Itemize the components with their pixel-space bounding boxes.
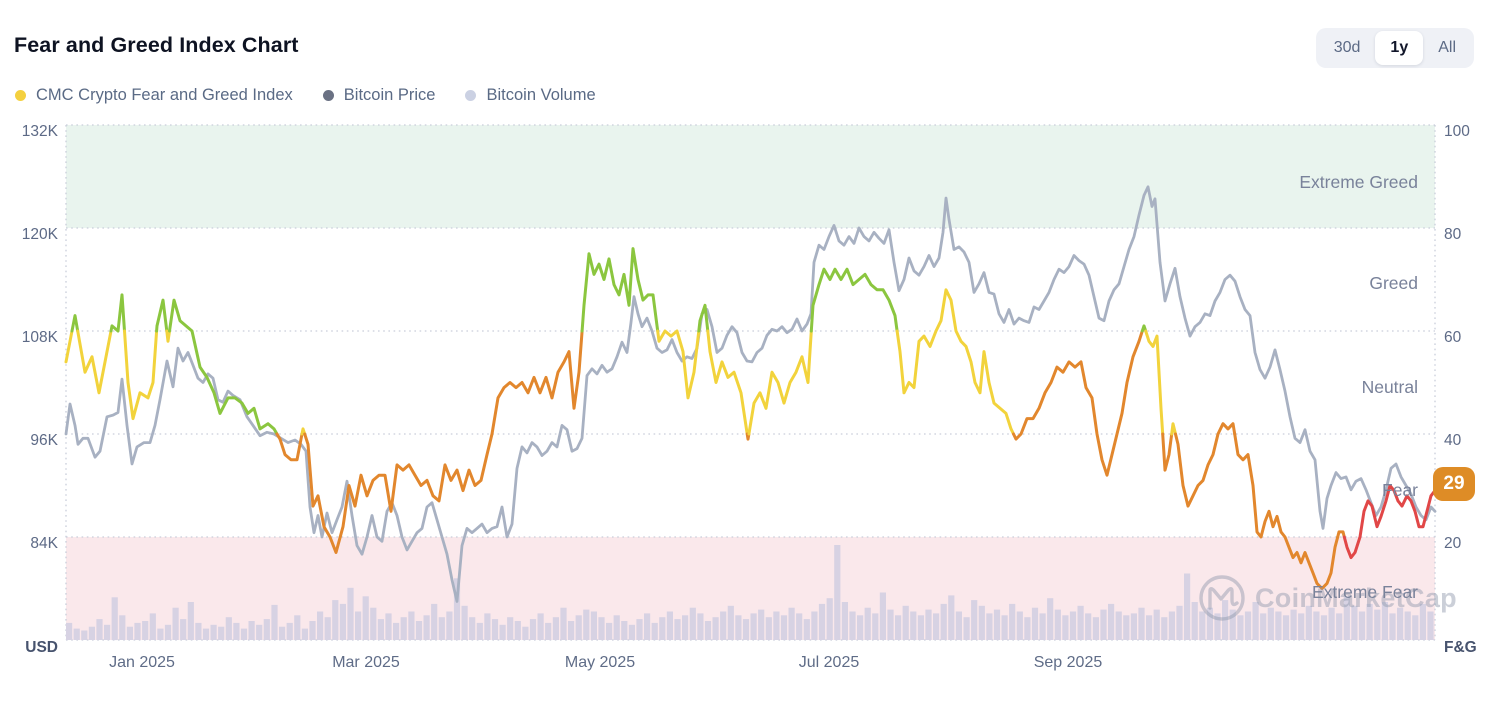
coinmarketcap-logo-icon [1199, 575, 1245, 621]
y-axis-usd-tick: 120K [21, 226, 58, 243]
legend-dot-icon [322, 90, 334, 101]
range-button-1y[interactable]: 1y [1375, 31, 1424, 65]
y-axis-fg-tick: 80 [1444, 226, 1462, 243]
y-axis-usd-tick: 132K [21, 123, 58, 140]
range-button-30d[interactable]: 30d [1333, 39, 1361, 56]
range-button-all[interactable]: All [1438, 39, 1456, 56]
x-axis-tick: Jan 2025 [109, 654, 175, 671]
legend-item-btc-volume[interactable]: Bitcoin Volume [465, 86, 596, 105]
x-axis-tick: Jul 2025 [798, 654, 860, 671]
x-axis-tick: Mar 2025 [332, 654, 400, 671]
y-axis-fg-unit: F&G [1444, 639, 1477, 656]
legend-label: Bitcoin Price [343, 86, 436, 104]
zone-label-neutral: Neutral [1361, 377, 1418, 397]
watermark-text: CoinMarketCap [1255, 582, 1457, 613]
y-axis-fg-tick: 20 [1444, 535, 1462, 552]
x-axis-tick: May 2025 [564, 654, 636, 671]
y-axis-usd-tick: 108K [21, 329, 58, 346]
time-range-switcher: 30d 1y All [1315, 28, 1474, 68]
coinmarketcap-watermark: CoinMarketCap [1196, 572, 1457, 624]
y-axis-fg-tick: 60 [1444, 329, 1462, 346]
zone-label-extreme-fear: Extreme Fear [1312, 582, 1418, 602]
current-fg-value-badge[interactable]: 29 [1433, 467, 1475, 501]
y-axis-fg-tick: 40 [1444, 432, 1462, 449]
zone-label-fear: Fear [1382, 480, 1418, 500]
zone-label-extreme-greed: Extreme Greed [1299, 172, 1418, 192]
chart-legend: CMC Crypto Fear and Greed Index Bitcoin … [15, 86, 596, 105]
legend-label: Bitcoin Volume [486, 86, 596, 104]
legend-dot-icon [15, 90, 26, 101]
y-axis-usd-tick: 84K [30, 535, 58, 552]
legend-dot-icon [465, 90, 477, 101]
x-axis-tick: Sep 2025 [1033, 654, 1103, 671]
legend-item-btc-price[interactable]: Bitcoin Price [322, 86, 436, 105]
y-axis-usd-tick: 96K [30, 432, 58, 449]
y-axis-usd-unit: USD [25, 639, 58, 656]
page-title: Fear and Greed Index Chart [14, 33, 299, 57]
legend-label: CMC Crypto Fear and Greed Index [36, 86, 293, 104]
legend-item-fg-index[interactable]: CMC Crypto Fear and Greed Index [15, 86, 293, 105]
y-axis-fg-tick: 100 [1444, 123, 1470, 140]
zone-label-greed: Greed [1369, 273, 1418, 293]
